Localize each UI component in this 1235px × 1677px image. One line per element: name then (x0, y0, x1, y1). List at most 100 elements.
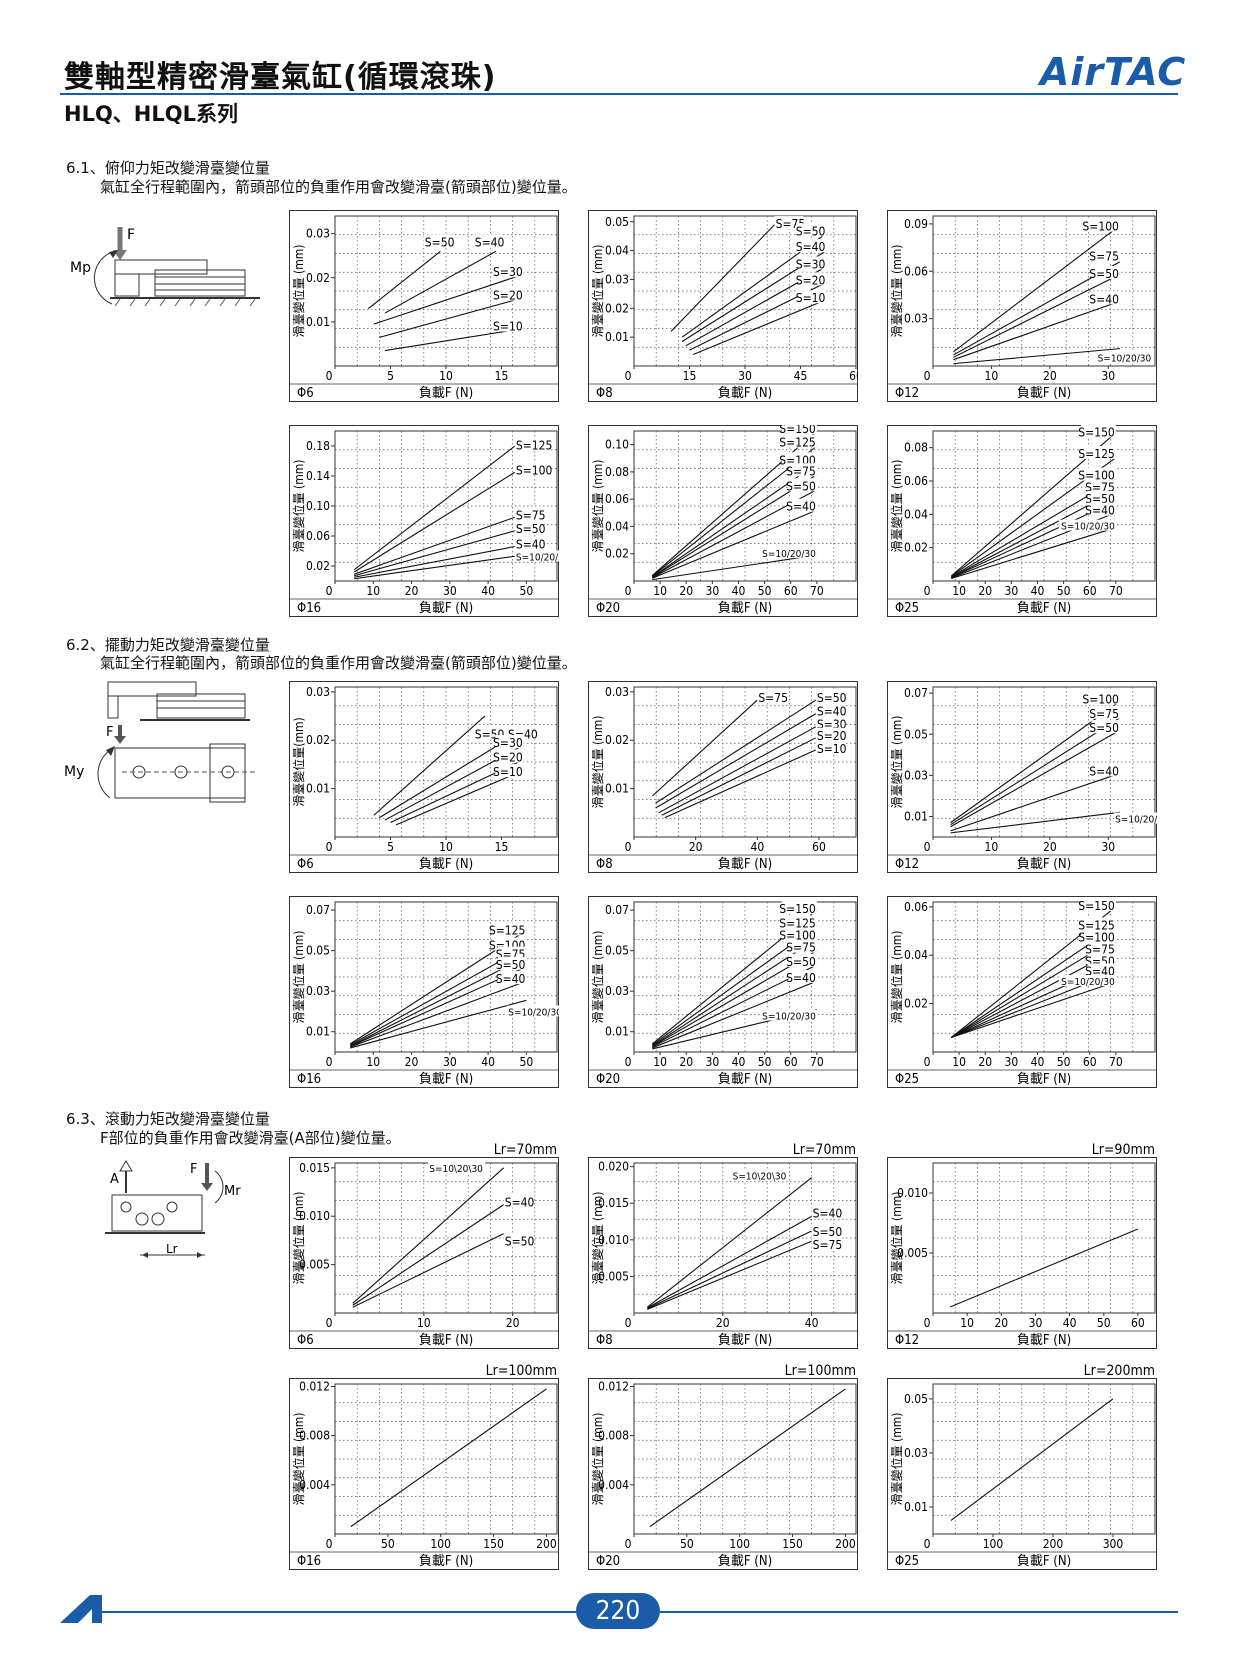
x-tick-label: 0 (625, 1537, 632, 1551)
yaw-moment-schematic: F My (64, 681, 255, 803)
x-tick-label: 70 (810, 584, 824, 598)
x-axis-label: 負載F (N) (1017, 1554, 1071, 1569)
y-tick-label: 0.03 (306, 984, 330, 998)
bore-size-label: Φ20 (596, 601, 620, 616)
series-line (379, 732, 519, 819)
x-tick-label: 0 (924, 584, 931, 598)
series-line (350, 1388, 547, 1528)
x-tick-label: 0 (326, 1055, 333, 1069)
series-label: S=10/20/30 (1115, 815, 1157, 826)
x-tick-label: 100 (983, 1537, 1004, 1551)
y-tick-label: 0.04 (904, 948, 928, 962)
series-label-bg (497, 971, 527, 985)
series-line (692, 299, 827, 355)
y-axis-label: 滑臺變位量 (mm) (889, 460, 904, 553)
x-tick-label: 40 (1031, 1055, 1045, 1069)
series-line (352, 1204, 505, 1306)
series-label: S=40 (1085, 504, 1115, 518)
y-tick-label: 0.01 (605, 1025, 629, 1039)
series-label: S=40 (496, 972, 526, 986)
pitch-moment-schematic: F Mp (70, 227, 260, 307)
series-line (354, 545, 515, 578)
x-tick-label: 5 (387, 840, 394, 854)
series-label: S=75 (1089, 250, 1119, 264)
y-axis-label: 滑臺變位量 (mm) (590, 460, 605, 553)
x-tick-label: 15 (495, 840, 509, 854)
series-line (350, 956, 527, 1047)
y-axis-label: 滑臺變位量 (mm) (889, 931, 904, 1024)
series-label: S=75 (516, 508, 546, 522)
series-line (664, 749, 817, 819)
bore-size-label: Φ6 (297, 857, 314, 872)
lr-label: Lr=70mm (494, 1143, 557, 1158)
footer-rule-right (660, 1611, 1178, 1613)
x-axis-label: 負載F (N) (718, 857, 772, 872)
x-axis-label: 負載F (N) (718, 1554, 772, 1569)
x-tick-label: 0 (326, 1537, 333, 1551)
force-label: F (190, 1162, 197, 1177)
x-tick-label: 20 (405, 584, 419, 598)
x-tick-label: 40 (481, 1055, 495, 1069)
y-tick-label: 0.06 (904, 264, 928, 278)
y-tick-label: 0.04 (605, 244, 629, 258)
series-label-bg (1080, 425, 1116, 438)
x-axis-label: 負載F (N) (718, 386, 772, 401)
series-label-bg (815, 727, 845, 741)
series-label-bg (815, 716, 845, 730)
x-tick-label: 10 (366, 584, 380, 598)
series-label: S=50 (817, 691, 847, 705)
chart-6-2-phi16: 0.01 0.03 0.05 0.07 0 10 20 30 40 50 滑臺變位量 (mm) 負載F… (289, 896, 559, 1088)
bore-size-label: Φ12 (895, 386, 919, 401)
lr-label: Lr (166, 1242, 178, 1256)
x-tick-label: 60 (784, 584, 798, 598)
chart-6-1-phi20: 0.02 0.04 0.06 0.08 0.10 0 10 20 30 40 50 60 70 滑臺變位量… (588, 425, 858, 617)
series-label-bg (798, 223, 827, 237)
footer-logo-icon (60, 1595, 102, 1623)
x-tick-label: 50 (1057, 584, 1071, 598)
series-line (647, 1215, 812, 1309)
chart-frame (887, 1378, 1157, 1570)
series-label: S=40 (516, 538, 546, 552)
chart-frame (289, 1378, 559, 1570)
x-tick-label: 60 (812, 840, 826, 854)
series-label: S=150 (779, 425, 816, 436)
series-label-bg (514, 520, 544, 534)
series-line (350, 980, 527, 1048)
series-line (353, 471, 516, 573)
y-tick-label: 0.07 (306, 903, 330, 917)
series-line (384, 250, 497, 314)
airtac-logo: AirTAC (1040, 50, 1187, 94)
section-6-3-title: 6.3、滾動力矩改變滑臺變位量 (66, 1110, 270, 1128)
x-tick-label: 10 (985, 840, 999, 854)
series-label: S=100 (1082, 692, 1119, 706)
section-6-2-desc: 氣缸全行程範圍內，箭頭部位的負重作用會改變滑臺(箭頭部位)變位量。 (100, 654, 577, 672)
series-label-bg (495, 318, 524, 332)
bore-size-label: Φ16 (297, 601, 321, 616)
series-label: S=10/20/30 (508, 1007, 559, 1018)
x-tick-label: 50 (758, 1055, 772, 1069)
x-axis-label: 負載F (N) (419, 857, 473, 872)
series-label: S=100 (1078, 931, 1115, 945)
x-axis-label: 負載F (N) (718, 1333, 772, 1348)
series-label-bg (473, 726, 503, 740)
series-label: S=125 (779, 916, 816, 930)
series-label: S=10 (796, 291, 826, 305)
bore-size-label: Φ20 (596, 1554, 620, 1569)
x-tick-label: 45 (794, 369, 808, 383)
y-tick-label: 0.02 (605, 301, 629, 315)
series-label: S=40 (786, 971, 816, 985)
x-axis-label: 負載F (N) (718, 1072, 772, 1087)
x-tick-label: 150 (782, 1537, 803, 1551)
y-tick-label: 0.03 (605, 685, 629, 699)
y-axis-label: 滑臺變位量 (mm) (889, 1413, 904, 1506)
series-label: S=75 (1085, 480, 1115, 494)
x-axis-label: 負載F (N) (1017, 857, 1071, 872)
y-axis-label: 滑臺變位量 (mm) (889, 1192, 904, 1285)
series-label-bg (1114, 812, 1157, 824)
x-tick-label: 20 (679, 1055, 693, 1069)
y-tick-label: 0.05 (904, 727, 928, 741)
y-tick-label: 0.010 (897, 1186, 928, 1200)
y-tick-label: 0.010 (299, 1209, 330, 1223)
series-label: S=125 (779, 436, 816, 450)
y-tick-label: 0.008 (598, 1429, 629, 1443)
